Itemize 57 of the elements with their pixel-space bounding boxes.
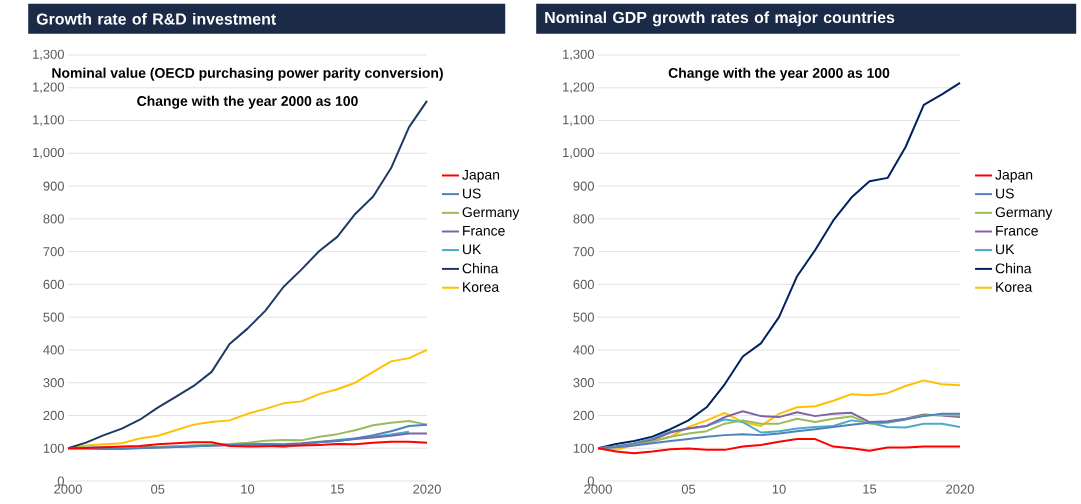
- legend-label: UK: [463, 244, 482, 255]
- y-tick-label: 0: [57, 476, 64, 486]
- legend-label: France: [996, 225, 1038, 236]
- y-tick-label: 1,000: [563, 147, 594, 159]
- chart-title: Nominal GDP growth rates of major countries: [545, 11, 895, 27]
- chart-title: Growth rate of R&D investment: [36, 12, 276, 25]
- y-tick-label: 1,200: [33, 82, 64, 94]
- y-tick-label: 1,300: [33, 49, 64, 61]
- annotation: Nominal value (OECD purchasing power parity conversion): [52, 67, 443, 81]
- y-tick-label: 300: [43, 378, 64, 388]
- y-tick-label: 1,300: [563, 49, 594, 61]
- y-tick-label: 500: [43, 312, 64, 322]
- legend-label: Germany: [462, 207, 520, 220]
- y-tick-label: 800: [573, 214, 594, 224]
- x-tick-label: 2000: [54, 484, 82, 494]
- y-tick-label: 900: [43, 181, 64, 191]
- x-tick-label: 2020: [413, 484, 441, 494]
- y-tick-label: 0: [587, 476, 594, 486]
- y-tick-label: 200: [573, 410, 594, 421]
- y-tick-label: 700: [573, 247, 594, 257]
- x-tick-label: 15: [863, 484, 877, 494]
- y-tick-label: 1,000: [33, 147, 64, 159]
- y-tick-label: 400: [573, 345, 594, 355]
- legend-label: US: [463, 188, 481, 199]
- y-tick-label: 1,100: [33, 115, 64, 126]
- x-tick-label: 05: [681, 484, 696, 494]
- y-tick-label: 600: [573, 279, 594, 289]
- legend-label: UK: [996, 244, 1015, 255]
- y-tick-label: 100: [43, 443, 64, 453]
- legend-label: China: [995, 263, 1032, 274]
- legend-label: Japan: [462, 169, 500, 183]
- legend-label: Japan: [995, 169, 1033, 183]
- y-tick-label: 300: [573, 378, 594, 388]
- x-tick-label: 2020: [946, 484, 974, 494]
- y-tick-label: 900: [573, 181, 594, 191]
- y-tick-label: 600: [43, 279, 64, 289]
- text: Change with the year 2000 as 100: [137, 95, 358, 109]
- x-tick-label: 15: [331, 484, 344, 494]
- x-tick-label: 05: [151, 484, 165, 494]
- y-tick-label: 100: [573, 443, 594, 453]
- y-tick-label: 800: [43, 214, 64, 224]
- y-tick-label: 1,100: [563, 115, 594, 126]
- x-tick-label: 2000: [584, 484, 612, 494]
- legend-label: Korea: [463, 282, 500, 292]
- text: Change with the year 2000 as 100: [668, 67, 890, 81]
- y-tick-label: 700: [43, 247, 64, 257]
- legend-label: China: [462, 263, 499, 274]
- y-tick-label: 500: [573, 312, 594, 322]
- y-tick-label: 1,200: [563, 82, 594, 94]
- legend-label: US: [996, 188, 1014, 199]
- y-tick-label: 200: [43, 410, 64, 421]
- y-tick-label: 400: [43, 345, 64, 355]
- legend-label: Germany: [995, 207, 1053, 220]
- legend-label: France: [463, 225, 505, 236]
- legend-label: Korea: [996, 282, 1033, 292]
- x-tick-label: 10: [241, 484, 255, 494]
- x-tick-label: 10: [772, 484, 786, 494]
